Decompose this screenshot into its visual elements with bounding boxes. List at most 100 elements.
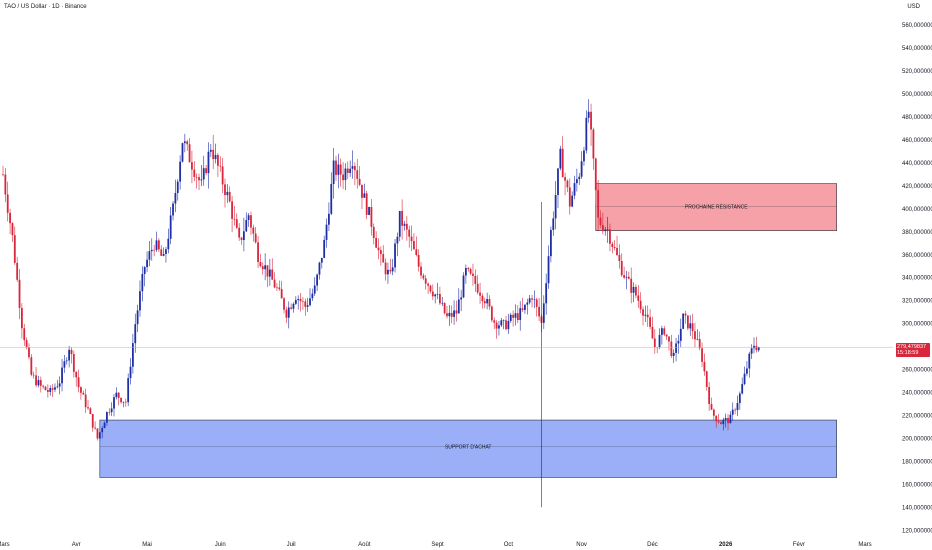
candle-body xyxy=(13,235,16,263)
candle xyxy=(545,273,548,315)
candle xyxy=(318,261,321,280)
candle-body xyxy=(675,343,677,353)
candle-body xyxy=(217,154,219,166)
candle-body xyxy=(356,170,359,179)
candle-body xyxy=(585,117,588,151)
candle xyxy=(311,288,314,301)
candle xyxy=(391,258,394,276)
candle xyxy=(639,292,642,314)
candle xyxy=(464,264,467,284)
candle-body xyxy=(575,179,578,184)
candle-body xyxy=(82,392,85,395)
candle-body xyxy=(103,422,106,429)
candle-body xyxy=(35,375,37,386)
candle xyxy=(115,387,118,400)
candle xyxy=(11,222,14,242)
candle xyxy=(157,238,160,252)
candle xyxy=(405,216,408,241)
candle xyxy=(708,382,711,411)
y-tick-label: 360,000000 xyxy=(902,253,932,259)
candle xyxy=(457,288,460,314)
candle-body xyxy=(715,415,718,422)
y-tick-label: 180,000000 xyxy=(902,459,932,465)
candle-body xyxy=(422,275,425,279)
candle xyxy=(516,305,519,324)
candle-body xyxy=(498,325,500,329)
candle-body xyxy=(150,249,153,252)
candle-body xyxy=(597,190,600,218)
candle xyxy=(292,302,295,313)
candle-body xyxy=(91,414,94,428)
candle-body xyxy=(616,247,618,256)
candle-body xyxy=(261,266,264,270)
y-axis: 560,000000 540,000000 520,000000 500,000000… xyxy=(902,23,932,534)
candle-body xyxy=(613,247,616,248)
candle xyxy=(505,315,507,331)
candle-body xyxy=(531,298,533,300)
candle xyxy=(37,375,40,388)
candle xyxy=(535,297,538,317)
x-tick-label: Mai xyxy=(142,542,152,548)
candle xyxy=(611,241,614,254)
candle xyxy=(736,395,739,417)
candle xyxy=(741,377,744,395)
candle-body xyxy=(734,409,737,411)
candle xyxy=(226,184,229,203)
x-tick-label: 2026 xyxy=(719,542,733,548)
candle xyxy=(136,304,139,333)
candle-body xyxy=(349,168,352,174)
candle-body xyxy=(313,285,316,294)
candle-body xyxy=(335,160,337,175)
candle xyxy=(328,202,330,231)
overlay-layer xyxy=(0,201,893,508)
candle xyxy=(495,320,498,339)
candle-body xyxy=(637,295,640,301)
candle xyxy=(268,259,271,286)
candle-body xyxy=(630,278,633,293)
candle-body xyxy=(561,148,564,178)
candle-body xyxy=(450,312,453,317)
y-tick-label: 140,000000 xyxy=(902,505,932,511)
candle xyxy=(143,266,146,287)
candle-body xyxy=(372,226,375,238)
candle xyxy=(54,383,56,393)
candle-body xyxy=(127,378,130,403)
candle-body xyxy=(120,397,122,403)
candle-body xyxy=(755,345,758,351)
candle-body xyxy=(110,408,113,413)
candle-body xyxy=(479,292,481,296)
candle-body xyxy=(131,343,134,367)
candle-body xyxy=(183,141,186,144)
candle xyxy=(294,296,297,306)
candle-body xyxy=(757,347,760,351)
support-zone xyxy=(99,419,837,478)
candle-body xyxy=(250,215,252,228)
candle xyxy=(183,133,186,153)
candle-body xyxy=(172,203,174,216)
candle-body xyxy=(601,224,604,232)
candle xyxy=(568,178,571,215)
candle-body xyxy=(580,161,583,177)
candle xyxy=(755,336,758,353)
candle xyxy=(396,232,399,257)
candle xyxy=(25,337,28,350)
x-tick-label: Avr xyxy=(72,542,81,548)
candle xyxy=(453,300,455,325)
candle-body xyxy=(167,238,170,250)
candle-body xyxy=(176,181,179,194)
candle xyxy=(250,211,252,235)
candle-body xyxy=(599,217,602,225)
candle xyxy=(108,408,111,416)
candle-body xyxy=(686,315,689,329)
candle-body xyxy=(186,141,189,145)
candle xyxy=(4,167,7,203)
candle-body xyxy=(77,377,80,388)
candle-body xyxy=(228,191,231,202)
candle xyxy=(61,358,63,392)
candle-body xyxy=(106,412,108,423)
candle-body xyxy=(46,390,49,392)
candle-body xyxy=(2,174,4,176)
candle-body xyxy=(292,303,295,309)
candle xyxy=(148,240,151,267)
